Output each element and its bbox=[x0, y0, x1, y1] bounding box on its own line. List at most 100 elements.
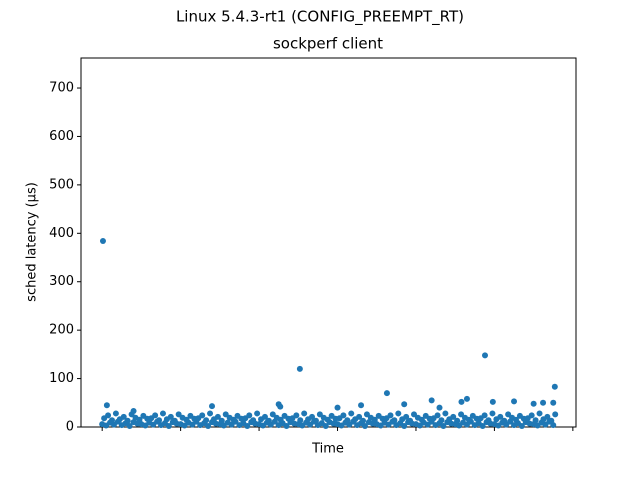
point bbox=[171, 417, 178, 424]
point bbox=[518, 423, 525, 430]
point bbox=[544, 413, 551, 420]
point bbox=[550, 399, 557, 406]
point bbox=[165, 423, 172, 430]
point bbox=[334, 404, 341, 411]
point bbox=[246, 412, 253, 419]
y-tick-label: 400 bbox=[49, 226, 74, 241]
point bbox=[438, 417, 445, 424]
point bbox=[130, 408, 137, 415]
point bbox=[265, 417, 272, 424]
point bbox=[156, 417, 163, 424]
point bbox=[175, 411, 182, 418]
point bbox=[283, 423, 290, 430]
point bbox=[108, 417, 115, 424]
point bbox=[230, 416, 237, 423]
point bbox=[209, 403, 216, 410]
point bbox=[501, 417, 508, 424]
point bbox=[401, 401, 408, 408]
point bbox=[465, 416, 472, 423]
y-tick-label: 700 bbox=[49, 81, 74, 96]
point bbox=[207, 410, 214, 417]
point bbox=[222, 411, 229, 418]
point bbox=[395, 410, 402, 417]
point bbox=[301, 410, 308, 417]
point bbox=[485, 417, 492, 424]
point bbox=[387, 412, 394, 419]
y-tick-label: 600 bbox=[49, 129, 74, 144]
point bbox=[489, 398, 496, 405]
point bbox=[218, 417, 225, 424]
point bbox=[312, 417, 319, 424]
point bbox=[112, 410, 119, 417]
point bbox=[356, 413, 363, 420]
point bbox=[254, 410, 261, 417]
point bbox=[340, 412, 347, 419]
point bbox=[363, 411, 370, 418]
x-axis-label: Time bbox=[311, 442, 344, 457]
point bbox=[250, 417, 257, 424]
point bbox=[440, 423, 447, 430]
point bbox=[159, 410, 166, 417]
point bbox=[277, 403, 284, 410]
point bbox=[552, 411, 559, 418]
point bbox=[360, 417, 367, 424]
point bbox=[418, 416, 425, 423]
point bbox=[428, 397, 435, 404]
point bbox=[479, 423, 486, 430]
point bbox=[505, 411, 512, 418]
point bbox=[348, 410, 355, 417]
y-tick-label: 200 bbox=[49, 323, 74, 338]
point bbox=[322, 423, 329, 430]
point bbox=[205, 423, 212, 430]
point bbox=[120, 413, 127, 420]
point bbox=[203, 417, 210, 424]
point bbox=[99, 238, 106, 245]
point bbox=[548, 417, 555, 424]
point bbox=[540, 399, 547, 406]
point bbox=[126, 423, 133, 430]
chart-subtitle: sockperf client bbox=[273, 35, 383, 53]
point bbox=[411, 411, 418, 418]
point bbox=[309, 413, 316, 420]
point bbox=[489, 410, 496, 417]
point bbox=[528, 412, 535, 419]
point bbox=[261, 413, 268, 420]
point bbox=[199, 412, 206, 419]
point bbox=[214, 413, 221, 420]
point bbox=[371, 416, 378, 423]
y-tick-label: 300 bbox=[49, 274, 74, 289]
point bbox=[532, 417, 539, 424]
point bbox=[269, 411, 276, 418]
point bbox=[434, 412, 441, 419]
point bbox=[458, 411, 465, 418]
point bbox=[316, 411, 323, 418]
y-tick-label: 500 bbox=[49, 177, 74, 192]
point bbox=[512, 416, 519, 423]
point bbox=[407, 417, 414, 424]
point bbox=[324, 416, 331, 423]
point bbox=[551, 383, 558, 390]
point bbox=[511, 398, 518, 405]
point bbox=[536, 410, 543, 417]
point bbox=[124, 417, 131, 424]
point bbox=[361, 423, 368, 430]
point bbox=[482, 352, 489, 359]
point bbox=[167, 413, 174, 420]
point bbox=[497, 413, 504, 420]
chart-title: Linux 5.4.3-rt1 (CONFIG_PREEMPT_RT) bbox=[176, 8, 464, 27]
point bbox=[391, 417, 398, 424]
point bbox=[442, 410, 449, 417]
point bbox=[344, 417, 351, 424]
point bbox=[105, 412, 112, 419]
point bbox=[458, 398, 465, 405]
point bbox=[244, 423, 251, 430]
point bbox=[296, 365, 303, 372]
point bbox=[183, 416, 190, 423]
point bbox=[136, 416, 143, 423]
point bbox=[297, 417, 304, 424]
point bbox=[436, 404, 443, 411]
point bbox=[481, 412, 488, 419]
y-axis-label: sched latency (µs) bbox=[25, 182, 40, 302]
